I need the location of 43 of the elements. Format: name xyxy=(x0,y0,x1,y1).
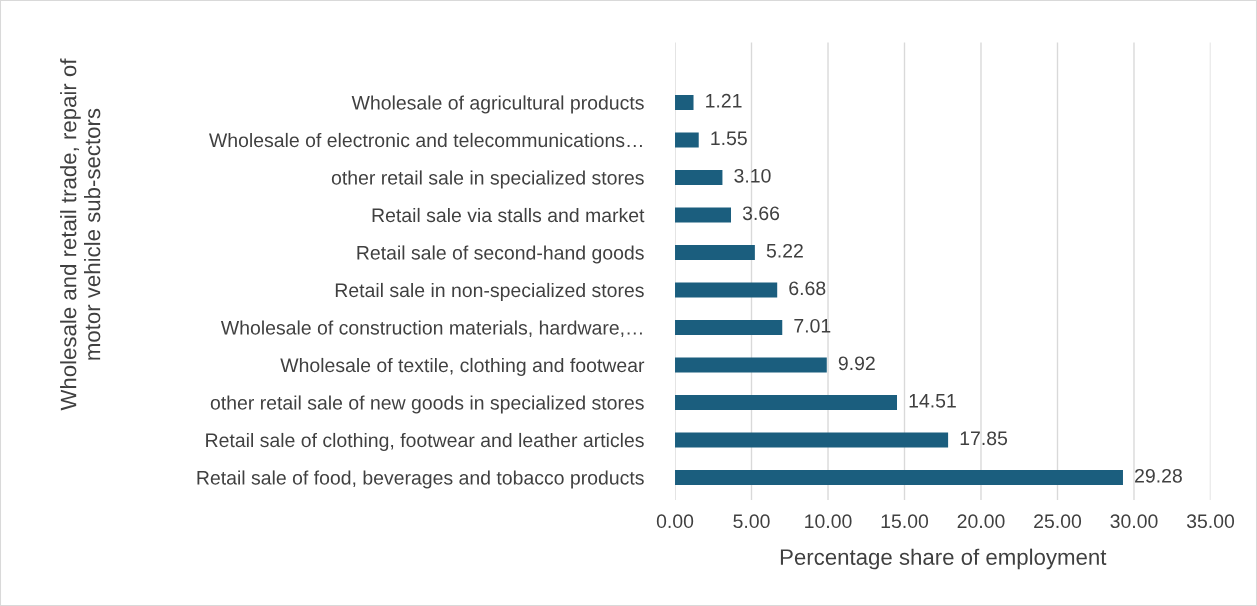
y-axis-title: Wholesale and retail trade, repair of motor vehicle sub-sectors xyxy=(60,58,101,411)
x-tick-label: 35.00 xyxy=(1186,514,1235,529)
data-label: 3.66 xyxy=(742,206,780,221)
bar xyxy=(675,432,949,448)
y-tick-label: Retail sale in non-specialized stores xyxy=(335,282,644,302)
bar xyxy=(675,132,699,148)
x-tick-label: 15.00 xyxy=(881,514,929,529)
data-label: 5.22 xyxy=(766,243,803,258)
data-label: 6.68 xyxy=(789,281,826,296)
y-tick-label: Wholesale of agricultural products xyxy=(351,95,644,114)
bar xyxy=(675,319,783,335)
y-tick-label: Retail sale via stalls and market xyxy=(372,207,645,223)
x-tick-label: 25.00 xyxy=(1034,514,1082,529)
x-tick-label: 0.00 xyxy=(656,514,694,529)
x-tick-label: 20.00 xyxy=(957,514,1005,529)
bar xyxy=(675,207,732,223)
x-tick-label: 10.00 xyxy=(805,514,852,529)
data-label: 1.55 xyxy=(711,131,747,146)
bar xyxy=(675,169,723,185)
bar xyxy=(675,357,827,373)
x-tick-label: 30.00 xyxy=(1110,514,1158,529)
data-label: 17.85 xyxy=(960,431,1008,446)
data-label: 1.21 xyxy=(706,93,742,108)
x-axis-title: Percentage share of employment xyxy=(780,548,1107,570)
data-label: 3.10 xyxy=(734,168,771,183)
bar xyxy=(675,244,755,260)
bar xyxy=(675,282,778,298)
data-label: 7.01 xyxy=(794,318,831,333)
bar xyxy=(675,469,1123,485)
data-label: 14.51 xyxy=(909,394,956,408)
bar xyxy=(675,94,694,110)
bar xyxy=(675,394,897,410)
y-tick-label: Retail sale of food, beverages and tobacco products xyxy=(197,470,644,489)
y-tick-label: other retail sale in specialized stores xyxy=(331,170,644,189)
data-label: 29.28 xyxy=(1135,468,1182,483)
data-label: 9.92 xyxy=(838,356,875,371)
y-tick-label: Wholesale of construction materials, hardware,… xyxy=(220,320,642,337)
y-tick-label: Retail sale of second-hand goods xyxy=(357,245,644,264)
y-tick-label: other retail sale of new goods in specialized stores xyxy=(210,395,644,414)
y-tick-label: Retail sale of clothing, footwear and leather articles xyxy=(206,432,644,452)
x-tick-label: 5.00 xyxy=(733,514,770,529)
y-tick-label: Wholesale of electronic and telecommunications… xyxy=(209,132,642,148)
y-tick-label: Wholesale of textile, clothing and footwear xyxy=(280,357,645,377)
